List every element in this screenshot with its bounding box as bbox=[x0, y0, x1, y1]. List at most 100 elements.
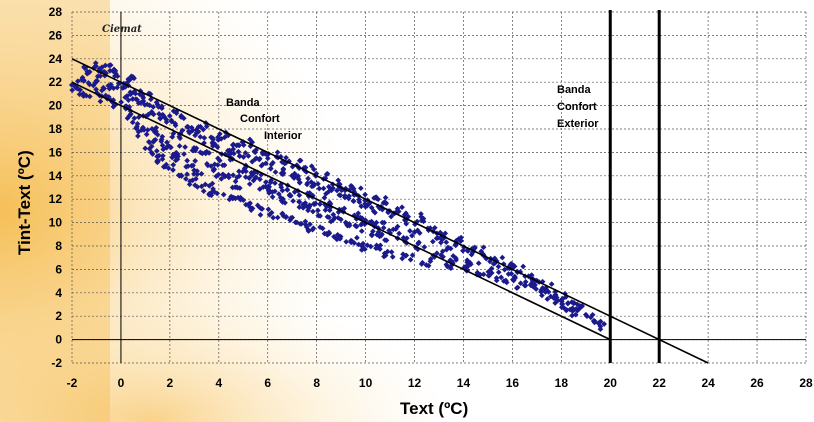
data-point bbox=[480, 244, 487, 251]
data-point bbox=[200, 126, 207, 133]
x-tick-label: 8 bbox=[313, 376, 320, 390]
data-point bbox=[175, 172, 182, 179]
data-point bbox=[181, 151, 187, 157]
data-point bbox=[191, 167, 197, 174]
annotation-exterior: Banda Confort Exterior bbox=[557, 84, 599, 130]
data-point bbox=[315, 212, 322, 219]
y-tick-label: -2 bbox=[51, 356, 62, 370]
data-point bbox=[229, 142, 236, 148]
data-point bbox=[330, 211, 337, 218]
data-point bbox=[159, 133, 166, 140]
data-point bbox=[202, 149, 208, 156]
data-point bbox=[269, 194, 276, 200]
data-point bbox=[511, 263, 518, 270]
data-point bbox=[362, 191, 368, 198]
data-point bbox=[176, 143, 183, 149]
data-point bbox=[127, 91, 134, 98]
axes bbox=[72, 12, 806, 363]
data-point bbox=[495, 269, 502, 276]
data-point bbox=[289, 214, 296, 221]
x-tick-label: 18 bbox=[555, 376, 569, 390]
data-point bbox=[198, 183, 205, 190]
data-point bbox=[135, 114, 142, 121]
data-point bbox=[296, 204, 303, 210]
data-point bbox=[409, 252, 416, 258]
data-point bbox=[343, 238, 350, 245]
data-point bbox=[220, 171, 226, 178]
data-point bbox=[190, 162, 196, 169]
data-point bbox=[548, 281, 555, 287]
data-point bbox=[201, 135, 208, 141]
data-point bbox=[450, 253, 457, 259]
data-point bbox=[220, 191, 227, 198]
data-point bbox=[323, 190, 329, 197]
data-point bbox=[296, 179, 303, 186]
logo-text: Ciemat bbox=[102, 24, 142, 35]
data-point bbox=[321, 230, 328, 237]
data-point bbox=[215, 171, 222, 178]
data-point bbox=[155, 157, 162, 164]
data-point bbox=[145, 111, 152, 118]
x-tick-label: 12 bbox=[408, 376, 422, 390]
data-point bbox=[488, 270, 495, 276]
data-point bbox=[265, 206, 272, 213]
data-point bbox=[127, 111, 134, 117]
data-point bbox=[376, 233, 383, 240]
data-point bbox=[210, 136, 216, 143]
data-point bbox=[382, 194, 389, 201]
data-point bbox=[308, 179, 315, 185]
data-point bbox=[325, 183, 332, 190]
data-point bbox=[284, 186, 291, 193]
data-point bbox=[369, 232, 375, 239]
data-point bbox=[517, 280, 524, 287]
data-point bbox=[143, 131, 150, 138]
data-point bbox=[380, 224, 387, 231]
data-point bbox=[247, 200, 253, 207]
data-point bbox=[270, 214, 276, 221]
data-point bbox=[125, 76, 132, 82]
data-points bbox=[68, 60, 607, 333]
data-point bbox=[230, 146, 237, 152]
data-point bbox=[173, 110, 180, 116]
data-point bbox=[231, 150, 237, 157]
data-point bbox=[381, 219, 388, 226]
data-point bbox=[141, 127, 147, 133]
y-tick-label: 28 bbox=[49, 5, 63, 19]
data-point bbox=[99, 87, 105, 94]
data-point bbox=[443, 239, 450, 246]
data-point bbox=[532, 282, 538, 288]
vertical-band-lines bbox=[608, 10, 661, 363]
y-axis-title: Tint-Text (ºC) bbox=[15, 150, 34, 255]
data-point bbox=[146, 139, 153, 146]
data-point bbox=[149, 125, 155, 132]
data-point bbox=[183, 176, 189, 182]
data-point bbox=[350, 198, 357, 204]
data-point bbox=[256, 156, 263, 163]
data-point bbox=[595, 320, 602, 326]
data-point bbox=[345, 195, 352, 202]
x-tick-label: -2 bbox=[67, 376, 78, 390]
data-point bbox=[185, 123, 191, 130]
y-tick-label: 10 bbox=[49, 216, 63, 230]
data-point bbox=[211, 161, 218, 168]
data-point bbox=[323, 171, 330, 178]
data-point bbox=[235, 148, 242, 155]
data-point bbox=[257, 176, 263, 183]
data-point bbox=[434, 250, 440, 257]
data-point bbox=[97, 98, 104, 105]
data-point bbox=[488, 265, 495, 272]
data-point bbox=[290, 198, 296, 204]
x-tick-label: 28 bbox=[799, 376, 813, 390]
data-point bbox=[144, 101, 151, 108]
data-point bbox=[234, 184, 241, 191]
data-point bbox=[495, 263, 502, 270]
boundary-line-2 bbox=[71, 58, 709, 364]
data-point bbox=[267, 165, 274, 172]
data-point bbox=[399, 255, 406, 262]
y-tick-label: 8 bbox=[55, 239, 62, 253]
data-point bbox=[160, 152, 166, 159]
data-point bbox=[423, 262, 430, 268]
data-point bbox=[400, 251, 406, 258]
data-point bbox=[150, 104, 157, 110]
